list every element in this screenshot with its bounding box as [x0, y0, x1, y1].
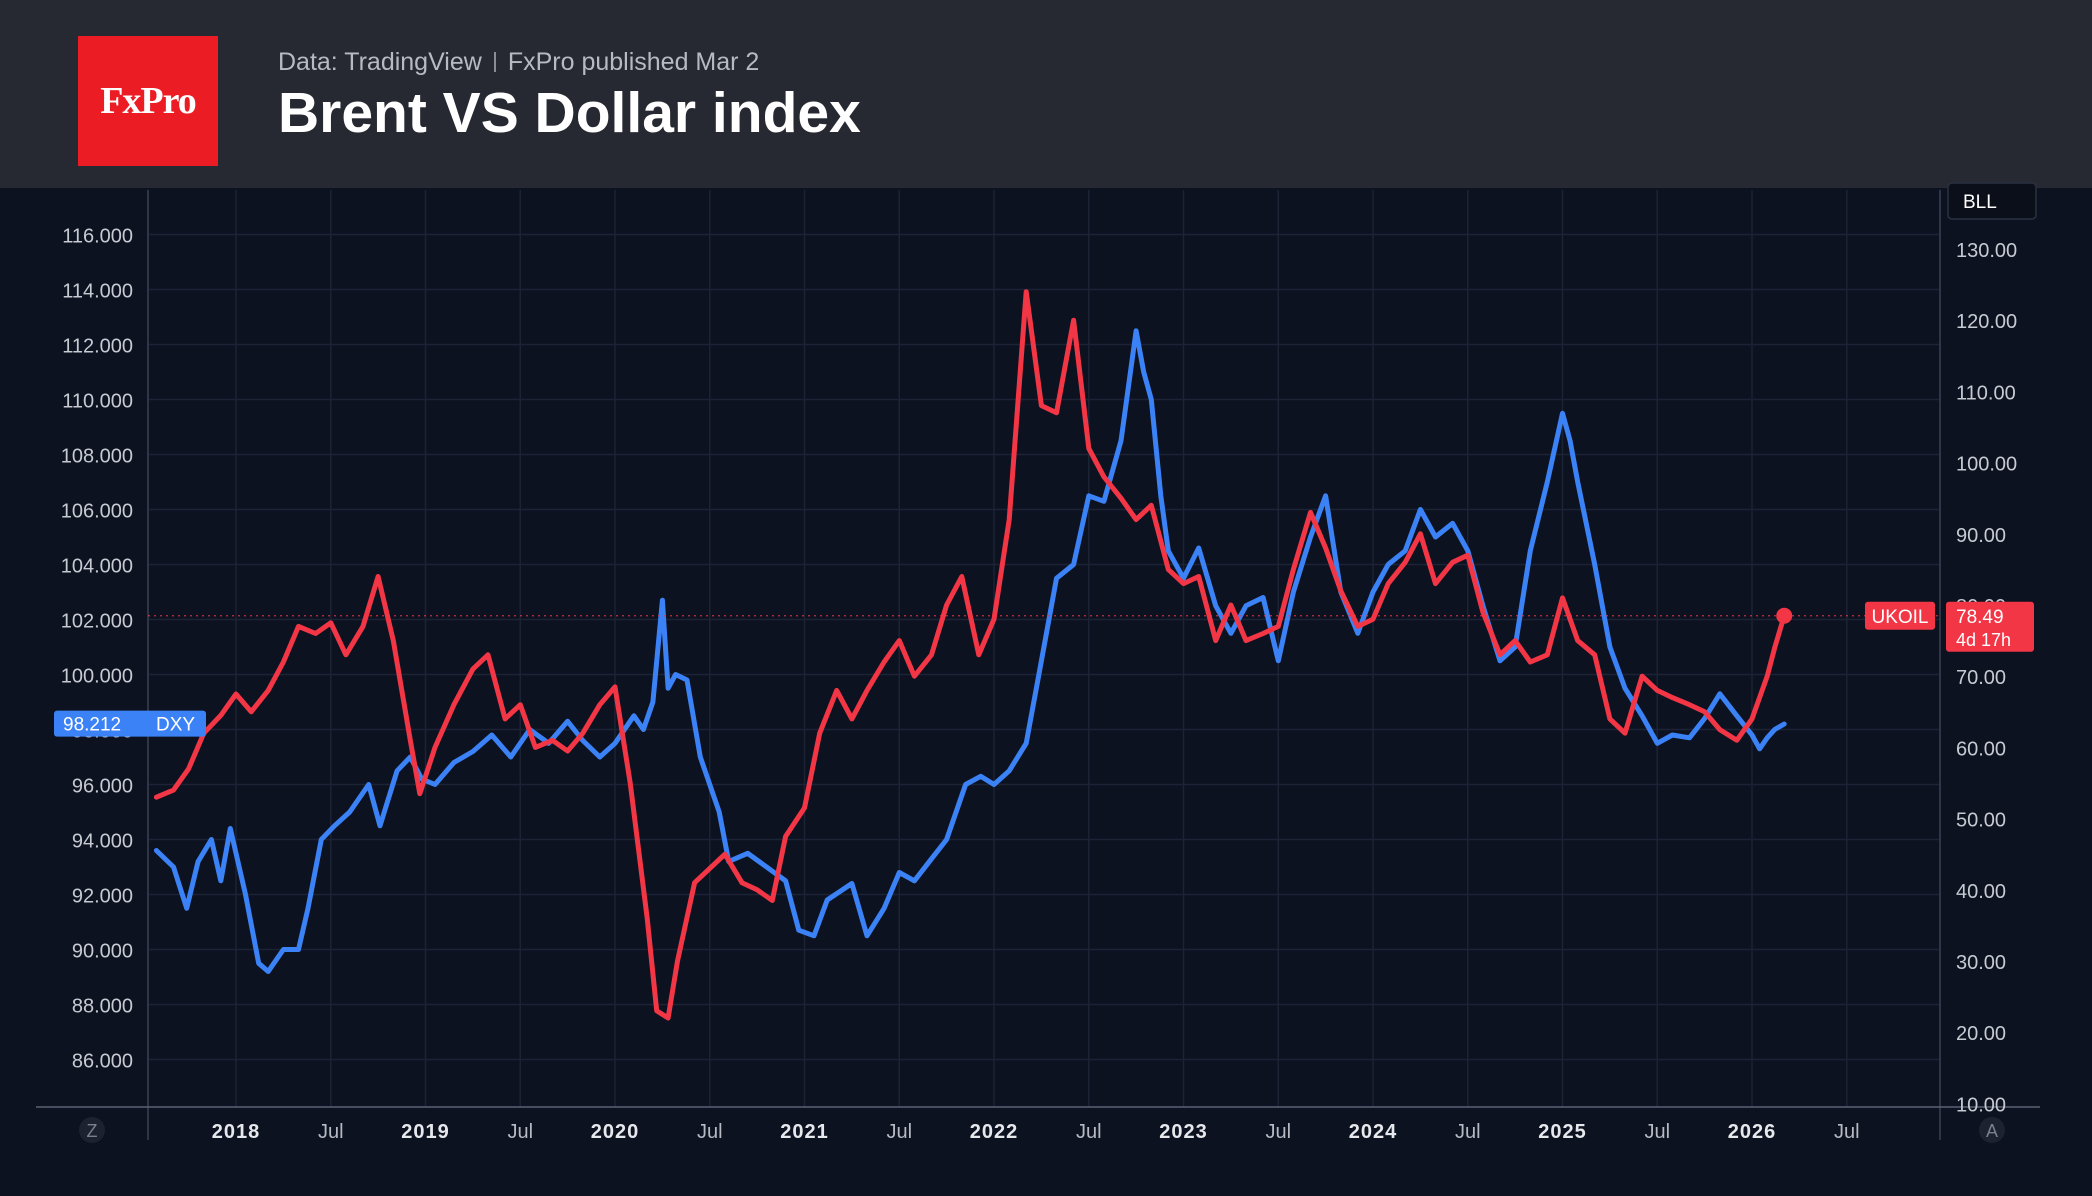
x-axis-tick-label: 2018: [212, 1121, 261, 1143]
right-axis-tick-label: 30.00: [1956, 952, 2006, 974]
meta-separator: [493, 52, 496, 72]
right-axis-tick-label: 50.00: [1956, 810, 2006, 832]
x-axis-tick-label: Jul: [1834, 1121, 1860, 1143]
left-axis-tick-label: 90.000: [72, 941, 133, 963]
published-note: FxPro published Mar 2: [507, 48, 760, 76]
left-axis-tick-label: 108.000: [61, 446, 133, 468]
left-axis-tick-label: 102.000: [61, 611, 133, 633]
right-axis-tick-label: 60.00: [1956, 738, 2006, 760]
left-axis-tick-label: 88.000: [72, 996, 133, 1018]
left-axis-tick-label: 104.000: [61, 556, 133, 578]
x-axis-tick-label: Jul: [1644, 1121, 1670, 1143]
dxy-series-name: DXY: [156, 715, 195, 736]
fxpro-logo: FxPro: [78, 36, 218, 166]
dxy-price-badge: [54, 710, 206, 737]
plot-background: [0, 188, 2092, 1196]
left-axis-tick-label: 86.000: [72, 1051, 133, 1073]
unit-label-box: [1947, 182, 2037, 220]
x-axis-tick-label: 2020: [591, 1121, 640, 1143]
ukoil-name-badge: [1865, 601, 1935, 630]
left-axis-tick-label: 112.000: [62, 336, 133, 358]
right-axis-tick-label: 20.00: [1956, 1023, 2006, 1045]
right-axis-tick-label: 70.00: [1956, 667, 2006, 689]
left-axis-tick-label: 94.000: [72, 831, 133, 853]
right-axis-tick-label: 10.00: [1956, 1094, 2006, 1116]
left-axis-tick-label: 106.000: [61, 501, 133, 523]
right-axis-tick-label: 90.00: [1956, 525, 2006, 547]
ukoil-series-name: UKOIL: [1871, 607, 1928, 628]
x-axis-tick-label: 2022: [970, 1121, 1019, 1143]
x-axis-tick-label: 2023: [1159, 1121, 1208, 1143]
autoscale-corner-button[interactable]: [1979, 1117, 2005, 1143]
x-axis-tick-label: 2021: [780, 1121, 829, 1143]
left-axis-tick-label: 100.000: [61, 666, 133, 688]
right-axis-tick-label: 110.00: [1956, 382, 2016, 404]
left-axis-tick-label: 116.000: [62, 226, 133, 248]
dxy-series-line: [153, 328, 1787, 974]
right-axis-tick-label: 120.00: [1956, 311, 2017, 333]
x-axis-tick-label: Jul: [1265, 1121, 1291, 1143]
x-axis-tick-label: 2026: [1728, 1121, 1777, 1143]
ukoil-last-value: 78.49: [1956, 607, 2004, 628]
right-axis-tick-label: 100.00: [1956, 454, 2017, 476]
x-axis-tick-label: Jul: [318, 1121, 344, 1143]
chart-title: Brent VS Dollar index: [278, 81, 861, 145]
x-axis-tick-label: 2025: [1538, 1121, 1587, 1143]
x-axis-tick-label: Jul: [886, 1121, 912, 1143]
right-axis-tick-label: 40.00: [1956, 881, 2006, 903]
right-axis-tick-label: 130.00: [1956, 240, 2017, 262]
left-axis-tick-label: 92.000: [72, 886, 133, 908]
x-axis-tick-label: Jul: [1076, 1121, 1102, 1143]
ukoil-bar-countdown: 4d 17h: [1956, 630, 2011, 650]
data-source: Data: TradingView: [278, 48, 482, 76]
x-axis-tick-label: Jul: [1455, 1121, 1481, 1143]
header-bar: FxPro Data: TradingView FxPro published M…: [0, 0, 2092, 188]
left-axis-tick-label: 96.000: [72, 776, 133, 798]
x-axis-tick-label: 2019: [401, 1121, 450, 1143]
x-axis-tick-label: 2024: [1349, 1121, 1398, 1143]
publication-meta: Data: TradingView FxPro published Mar 2: [278, 48, 759, 77]
ukoil-series-line: [153, 289, 1787, 1021]
left-axis-tick-label: 114.000: [62, 281, 133, 303]
unit-label: BLL: [1963, 192, 1997, 213]
ukoil-last-point: [1776, 607, 1793, 624]
zoom-corner-button[interactable]: [79, 1117, 105, 1143]
x-axis-tick-label: Jul: [507, 1121, 533, 1143]
ukoil-price-badge: [1946, 601, 2034, 652]
dxy-last-value: 98.212: [63, 715, 121, 736]
zoom-corner-button-label: Z: [87, 1121, 98, 1141]
left-axis-tick-label: 110.000: [62, 391, 133, 413]
autoscale-corner-button-label: A: [1986, 1121, 1998, 1141]
x-axis-tick-label: Jul: [697, 1121, 723, 1143]
